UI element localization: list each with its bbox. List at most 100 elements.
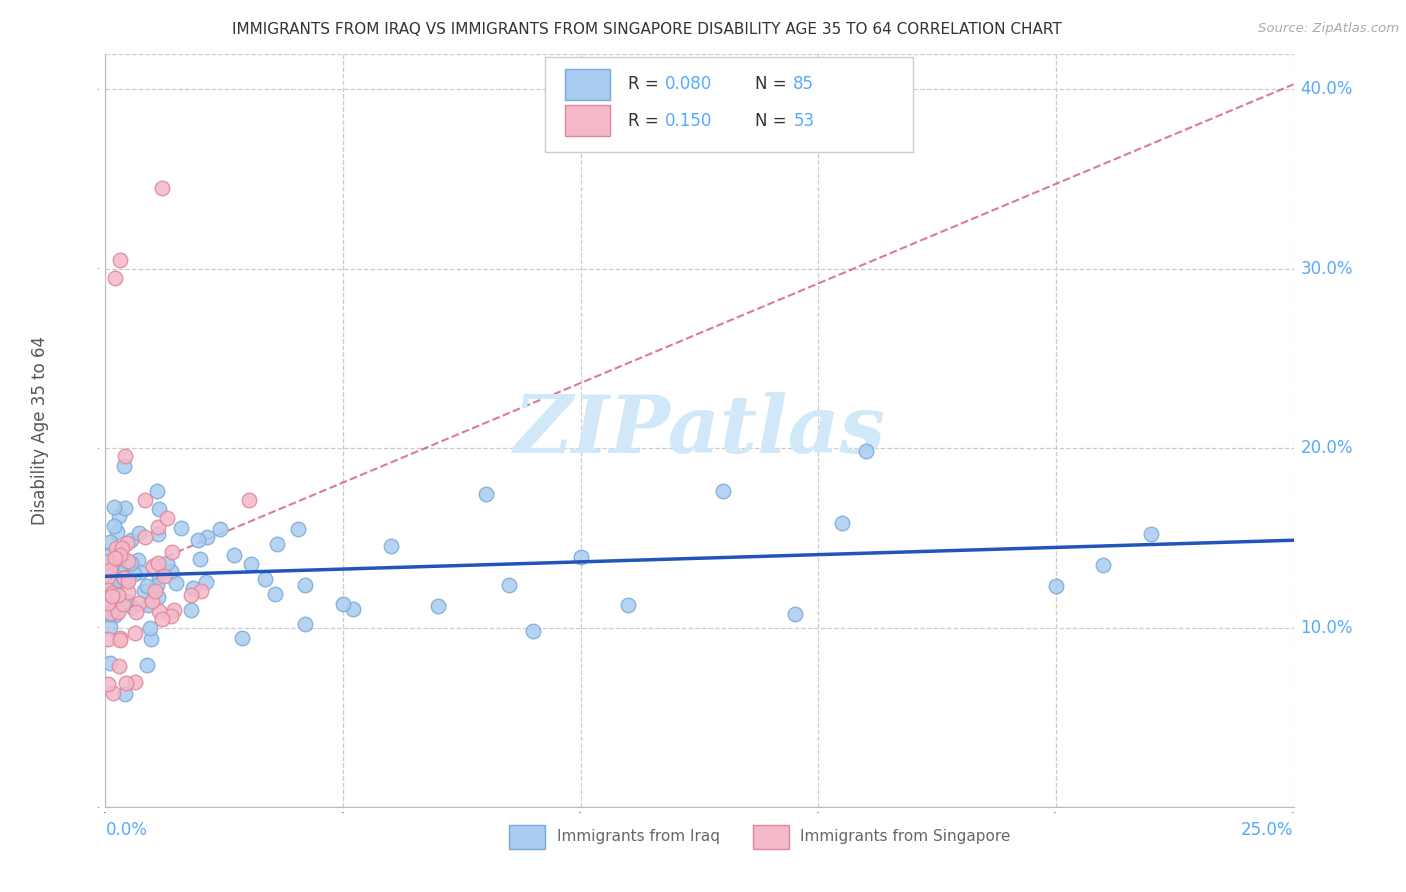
Point [112,459,135,474]
Point [498,578,520,592]
Point [190,583,212,598]
Point [115,676,138,690]
Point [111,597,134,611]
Point [107,551,129,566]
Point [110,631,132,645]
Text: 30.0%: 30.0% [1301,260,1353,278]
Point [120,556,142,570]
Point [101,686,124,700]
Point [855,443,877,458]
Text: Source: ZipAtlas.com: Source: ZipAtlas.com [1258,22,1399,36]
Point [266,536,288,550]
Point [143,583,166,598]
Point [188,552,211,566]
Point [152,181,174,195]
Point [100,558,122,573]
Point [124,626,146,640]
Point [104,550,127,565]
Point [122,566,145,581]
Point [160,564,183,578]
Point [105,589,128,603]
Point [107,566,129,580]
Point [380,539,402,553]
Point [114,687,136,701]
Point [180,588,202,602]
Point [121,533,143,547]
Point [181,581,204,595]
Point [1092,558,1115,573]
Point [146,483,169,498]
FancyBboxPatch shape [565,104,610,136]
Point [187,533,209,548]
Point [569,549,592,564]
FancyBboxPatch shape [509,824,546,848]
Point [104,584,127,599]
Point [148,556,170,570]
Text: IMMIGRANTS FROM IRAQ VS IMMIGRANTS FROM SINGAPORE DISABILITY AGE 35 TO 64 CORREL: IMMIGRANTS FROM IRAQ VS IMMIGRANTS FROM … [232,22,1062,37]
Point [114,449,136,463]
Point [139,632,162,647]
Point [238,493,260,508]
Point [107,605,129,619]
Point [148,604,170,618]
Point [783,607,806,622]
Point [332,597,354,611]
Point [97,554,120,568]
Point [100,606,122,620]
Text: R =: R = [628,112,669,129]
Point [98,620,121,634]
Point [104,607,127,622]
Point [231,631,253,645]
Point [115,536,138,550]
Point [294,616,316,631]
Point [148,502,170,516]
Text: 40.0%: 40.0% [1301,80,1353,98]
Point [112,571,135,585]
Point [128,596,150,610]
Point [156,511,179,525]
FancyBboxPatch shape [546,57,914,152]
Point [101,601,124,615]
Point [711,484,734,499]
Point [97,570,120,584]
Point [101,589,124,603]
Point [139,621,162,635]
Point [180,603,202,617]
Point [127,553,149,567]
Text: Disability Age 35 to 64: Disability Age 35 to 64 [31,336,49,524]
Point [97,596,120,610]
Text: 20.0%: 20.0% [1301,440,1353,458]
Text: 53: 53 [793,112,814,129]
Point [104,541,127,555]
Point [134,583,156,598]
Point [98,588,121,602]
Point [195,530,218,544]
Point [831,516,853,531]
Point [121,599,143,614]
Point [115,553,138,567]
Point [1140,526,1163,541]
Point [108,548,131,562]
Point [165,576,187,591]
Point [107,574,129,588]
Point [111,541,134,556]
Point [239,558,262,572]
Point [98,657,121,671]
Point [156,557,179,571]
Text: Immigrants from Singapore: Immigrants from Singapore [800,830,1011,844]
Point [100,547,122,561]
Point [107,659,129,673]
Point [294,578,316,592]
Point [1045,579,1067,593]
Text: 0.150: 0.150 [665,112,713,129]
Point [129,566,152,580]
Text: ZIPatlas: ZIPatlas [513,392,886,469]
Point [115,569,138,583]
Point [264,587,287,601]
Text: 0.0%: 0.0% [105,821,148,838]
Point [111,557,134,571]
Point [108,252,131,267]
Point [160,545,183,559]
FancyBboxPatch shape [754,824,789,848]
Point [107,588,129,602]
